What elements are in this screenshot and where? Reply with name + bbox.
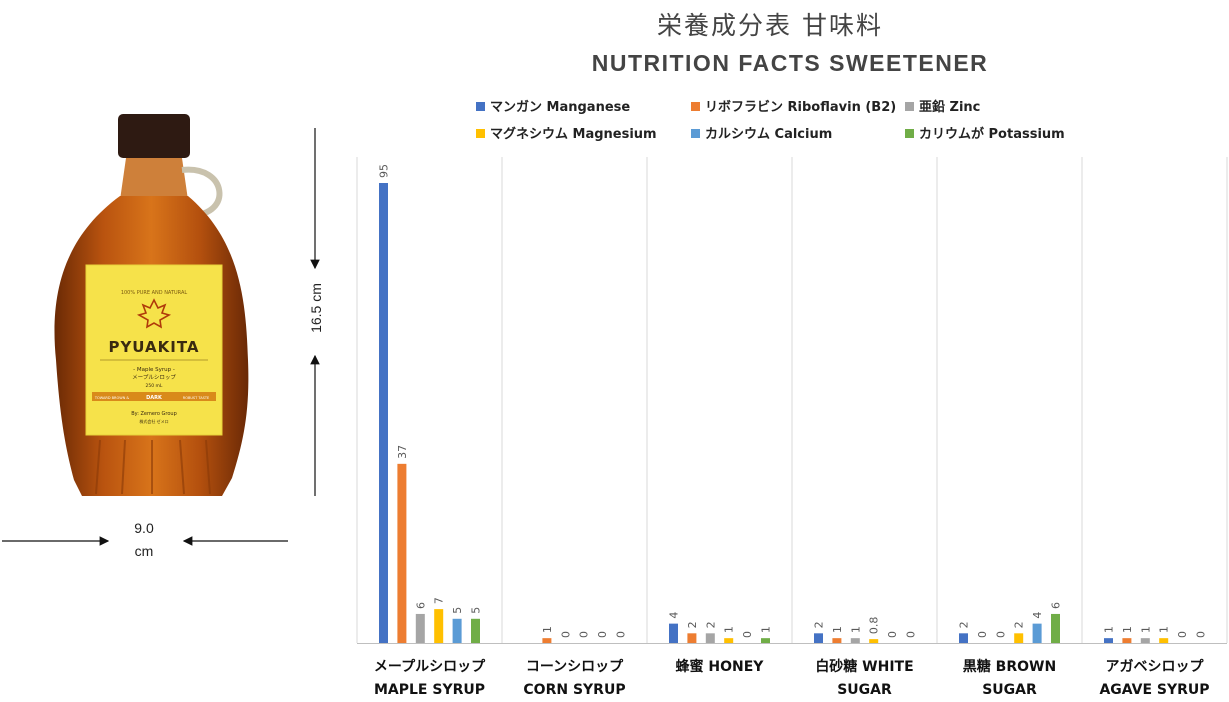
- maple-leaf-icon: [136, 298, 172, 329]
- data-label: 4: [668, 612, 681, 619]
- data-label: 1: [831, 626, 844, 633]
- bar: [1122, 638, 1132, 643]
- category-label: 黒糖 BROWN SUGAR: [962, 659, 1057, 698]
- bar: [452, 618, 462, 643]
- bar: [1104, 638, 1113, 643]
- data-label: 2: [1013, 621, 1026, 628]
- bar: [850, 638, 860, 643]
- data-label: 5: [451, 607, 464, 614]
- data-label: 0: [905, 631, 918, 638]
- data-label: 7: [433, 597, 446, 604]
- svg-text:ROBUST TASTE: ROBUST TASTE: [183, 396, 209, 400]
- bar: [415, 613, 425, 643]
- data-label: 5: [470, 607, 483, 614]
- bar: [471, 618, 480, 643]
- chart-title: 栄養成分表 甘味料: [657, 11, 883, 40]
- bottle-brand: PYUAKITA: [108, 338, 199, 356]
- bottle-label: [85, 264, 223, 436]
- bar: [869, 639, 879, 643]
- data-label: 2: [704, 621, 717, 628]
- svg-text:By: Zemero Group: By: Zemero Group: [131, 411, 177, 417]
- bar: [542, 638, 552, 643]
- bar: [705, 633, 715, 643]
- data-label: 37: [396, 445, 409, 459]
- bottle-cap: [118, 114, 190, 158]
- data-label: 1: [849, 626, 862, 633]
- data-label: 6: [1050, 602, 1063, 609]
- category-label: メープルシロップ MAPLE SYRUP: [373, 659, 486, 698]
- legend-swatch: [905, 102, 914, 111]
- legend-item: マグネシウム Magnesium: [476, 123, 657, 142]
- data-label: 2: [813, 621, 826, 628]
- svg-text:TOWARD BROWN &: TOWARD BROWN &: [94, 396, 130, 400]
- svg-text:メープルシロップ: メープルシロップ: [132, 374, 176, 381]
- data-label: 1: [1121, 626, 1134, 633]
- category-label: 白砂糖 WHITE SUGAR: [815, 659, 914, 698]
- bar: [687, 633, 697, 643]
- data-label: 1: [1139, 626, 1152, 633]
- data-label: 2: [958, 621, 971, 628]
- bar: [1051, 613, 1060, 643]
- bar: [1014, 633, 1024, 643]
- chart-subtitle: NUTRITION FACTS SWEETENER: [591, 50, 989, 76]
- bar: [379, 183, 388, 643]
- data-label: 95: [378, 164, 391, 178]
- legend-swatch: [691, 129, 700, 138]
- bar: [1140, 638, 1150, 643]
- legend-item: カリウムが Potassium: [905, 123, 1065, 142]
- svg-text:250 mL: 250 mL: [146, 383, 163, 389]
- legend-item: マンガン Manganese: [476, 96, 630, 115]
- svg-text:DARK: DARK: [146, 395, 163, 401]
- bar: [1032, 623, 1042, 643]
- bar: [832, 638, 842, 643]
- data-label: 0: [615, 631, 628, 638]
- bar: [434, 609, 444, 643]
- bar: [959, 633, 968, 643]
- data-label: 0: [976, 631, 989, 638]
- width-value-label: 9.0: [134, 520, 154, 536]
- bar: [761, 638, 770, 643]
- svg-text:- Maple Syrup -: - Maple Syrup -: [133, 367, 175, 373]
- category-label: 蜂蜜 HONEY: [675, 659, 764, 675]
- data-label: 0: [559, 631, 572, 638]
- bar: [397, 463, 407, 643]
- width-unit-label: cm: [134, 543, 154, 559]
- bar: [669, 623, 678, 643]
- data-label: 1: [1158, 626, 1171, 633]
- legend-item: カルシウム Calcium: [691, 123, 832, 142]
- data-label: 1: [541, 626, 554, 633]
- bar: [1159, 638, 1169, 643]
- data-label: 0: [994, 631, 1007, 638]
- legend-swatch: [476, 102, 485, 111]
- legend-swatch: [691, 102, 700, 111]
- legend-swatch: [476, 129, 485, 138]
- legend-item: リボフラビン Riboflavin (B2): [691, 96, 896, 115]
- category-label: アガベシロップ AGAVE SYRUP: [1099, 659, 1210, 698]
- legend-swatch: [905, 129, 914, 138]
- data-label: 2: [686, 621, 699, 628]
- svg-text:株式会社 ゼメロ: 株式会社 ゼメロ: [139, 418, 168, 424]
- data-label: 0: [886, 631, 899, 638]
- data-label: 1: [723, 626, 736, 633]
- data-label: 0: [741, 631, 754, 638]
- dimension-annotations: [2, 128, 320, 546]
- data-label: 4: [1031, 612, 1044, 619]
- data-label: 1: [760, 626, 773, 633]
- data-label: 0: [578, 631, 591, 638]
- svg-text:100% PURE AND NATURAL: 100% PURE AND NATURAL: [121, 290, 188, 296]
- legend-item: 亜鉛 Zinc: [905, 96, 980, 115]
- category-label: コーンシロップ CORN SYRUP: [523, 659, 626, 698]
- data-label: 0: [596, 631, 609, 638]
- maple-syrup-bottle-image: 100% PURE AND NATURAL PYUAKITA - Maple S…: [54, 114, 249, 496]
- data-label: 0: [1195, 631, 1208, 638]
- data-label: 6: [414, 602, 427, 609]
- bar: [724, 638, 734, 643]
- data-label: 0.8: [868, 617, 881, 635]
- data-label: 1: [1103, 626, 1116, 633]
- bar: [814, 633, 823, 643]
- data-label: 0: [1176, 631, 1189, 638]
